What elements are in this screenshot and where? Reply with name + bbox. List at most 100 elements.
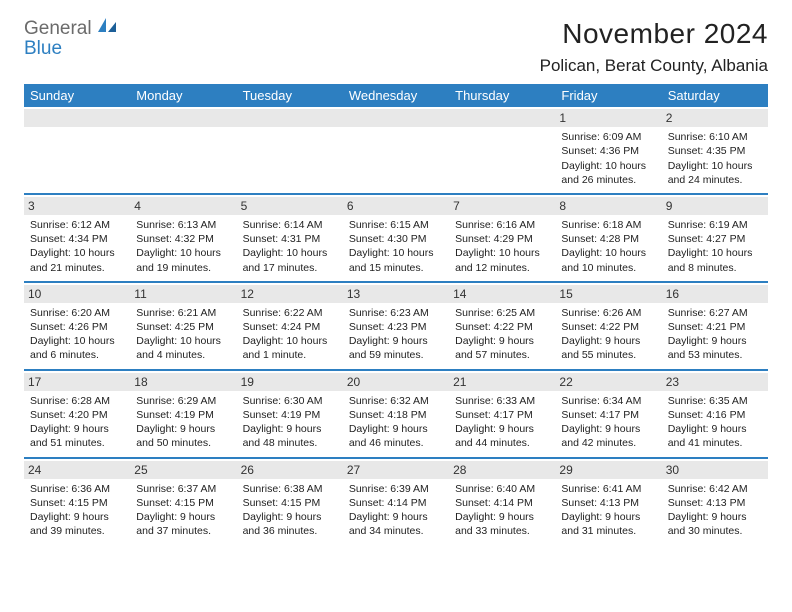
day-number: 6 — [343, 197, 449, 215]
day-number: 3 — [24, 197, 130, 215]
day-cell: 2 Sunrise: 6:10 AMSunset: 4:35 PMDaylight… — [662, 107, 768, 194]
day-cell: 5 Sunrise: 6:14 AMSunset: 4:31 PMDaylight… — [237, 195, 343, 282]
day-details: Sunrise: 6:25 AMSunset: 4:22 PMDaylight:… — [455, 306, 549, 363]
header: General Blue November 2024 Polican, Bera… — [24, 18, 768, 76]
day-number: 23 — [662, 373, 768, 391]
daynum-empty — [343, 109, 449, 127]
day-cell: 13Sunrise: 6:23 AMSunset: 4:23 PMDayligh… — [343, 283, 449, 370]
day-cell: 28Sunrise: 6:40 AMSunset: 4:14 PMDayligh… — [449, 459, 555, 545]
day-number: 9 — [662, 197, 768, 215]
day-details: Sunrise: 6:18 AMSunset: 4:28 PMDaylight:… — [561, 218, 655, 275]
day-number: 18 — [130, 373, 236, 391]
day-cell: 9 Sunrise: 6:19 AMSunset: 4:27 PMDaylight… — [662, 195, 768, 282]
day-details: Sunrise: 6:29 AMSunset: 4:19 PMDaylight:… — [136, 394, 230, 451]
sail-icon — [98, 21, 118, 38]
day-number: 13 — [343, 285, 449, 303]
day-cell: 18 Sunrise: 6:29 AMSunset: 4:19 PMDayligh… — [130, 371, 236, 458]
weekday-header: Thursday — [449, 84, 555, 107]
day-details: Sunrise: 6:21 AMSunset: 4:25 PMDaylight:… — [136, 306, 230, 363]
day-details: Sunrise: 6:41 AMSunset: 4:13 PMDaylight:… — [561, 482, 655, 539]
day-number: 24 — [24, 461, 130, 479]
day-details: Sunrise: 6:14 AMSunset: 4:31 PMDaylight:… — [243, 218, 337, 275]
day-details: Sunrise: 6:12 AMSunset: 4:34 PMDaylight:… — [30, 218, 124, 275]
day-details: Sunrise: 6:28 AMSunset: 4:20 PMDaylight:… — [30, 394, 124, 451]
day-cell — [130, 107, 236, 194]
day-number: 14 — [449, 285, 555, 303]
week-row: 24 Sunrise: 6:36 AMSunset: 4:15 PMDayligh… — [24, 459, 768, 545]
day-number: 30 — [662, 461, 768, 479]
day-details: Sunrise: 6:19 AMSunset: 4:27 PMDaylight:… — [668, 218, 762, 275]
day-details: Sunrise: 6:22 AMSunset: 4:24 PMDaylight:… — [243, 306, 337, 363]
weekday-header-row: Sunday Monday Tuesday Wednesday Thursday… — [24, 84, 768, 107]
week-row: 1 Sunrise: 6:09 AMSunset: 4:36 PMDaylight… — [24, 107, 768, 194]
day-number: 21 — [449, 373, 555, 391]
month-title: November 2024 — [540, 18, 768, 50]
day-cell: 16 Sunrise: 6:27 AMSunset: 4:21 PMDayligh… — [662, 283, 768, 370]
day-cell: 22 Sunrise: 6:34 AMSunset: 4:17 PMDayligh… — [555, 371, 661, 458]
day-details: Sunrise: 6:09 AMSunset: 4:36 PMDaylight:… — [561, 130, 655, 187]
day-number: 10 — [24, 285, 130, 303]
day-number: 5 — [237, 197, 343, 215]
calendar-table: Sunday Monday Tuesday Wednesday Thursday… — [24, 84, 768, 544]
day-number: 4 — [130, 197, 236, 215]
calendar-body: 1 Sunrise: 6:09 AMSunset: 4:36 PMDaylight… — [24, 107, 768, 544]
day-details: Sunrise: 6:16 AMSunset: 4:29 PMDaylight:… — [455, 218, 549, 275]
location: Polican, Berat County, Albania — [540, 56, 768, 76]
day-number: 7 — [449, 197, 555, 215]
day-cell: 26Sunrise: 6:38 AMSunset: 4:15 PMDayligh… — [237, 459, 343, 545]
day-cell: 14 Sunrise: 6:25 AMSunset: 4:22 PMDayligh… — [449, 283, 555, 370]
weekday-header: Friday — [555, 84, 661, 107]
day-cell: 7 Sunrise: 6:16 AMSunset: 4:29 PMDaylight… — [449, 195, 555, 282]
day-details: Sunrise: 6:15 AMSunset: 4:30 PMDaylight:… — [349, 218, 443, 275]
day-cell: 6 Sunrise: 6:15 AMSunset: 4:30 PMDaylight… — [343, 195, 449, 282]
day-cell: 25 Sunrise: 6:37 AMSunset: 4:15 PMDayligh… — [130, 459, 236, 545]
day-number: 26 — [237, 461, 343, 479]
day-number: 2 — [662, 109, 768, 127]
day-number: 17 — [24, 373, 130, 391]
day-cell: 8 Sunrise: 6:18 AMSunset: 4:28 PMDaylight… — [555, 195, 661, 282]
day-details: Sunrise: 6:42 AMSunset: 4:13 PMDaylight:… — [668, 482, 762, 539]
day-cell: 27Sunrise: 6:39 AMSunset: 4:14 PMDayligh… — [343, 459, 449, 545]
day-details: Sunrise: 6:33 AMSunset: 4:17 PMDaylight:… — [455, 394, 549, 451]
week-row: 17 Sunrise: 6:28 AMSunset: 4:20 PMDayligh… — [24, 371, 768, 458]
day-number: 25 — [130, 461, 236, 479]
weekday-header: Monday — [130, 84, 236, 107]
day-details: Sunrise: 6:40 AMSunset: 4:14 PMDaylight:… — [455, 482, 549, 539]
day-cell: 29 Sunrise: 6:41 AMSunset: 4:13 PMDayligh… — [555, 459, 661, 545]
day-details: Sunrise: 6:10 AMSunset: 4:35 PMDaylight:… — [668, 130, 762, 187]
day-cell: 15Sunrise: 6:26 AMSunset: 4:22 PMDayligh… — [555, 283, 661, 370]
weekday-header: Wednesday — [343, 84, 449, 107]
day-number: 1 — [555, 109, 661, 127]
day-details: Sunrise: 6:32 AMSunset: 4:18 PMDaylight:… — [349, 394, 443, 451]
logo-blue: Blue — [24, 38, 118, 60]
day-number: 27 — [343, 461, 449, 479]
day-details: Sunrise: 6:30 AMSunset: 4:19 PMDaylight:… — [243, 394, 337, 451]
day-cell: 20 Sunrise: 6:32 AMSunset: 4:18 PMDayligh… — [343, 371, 449, 458]
day-cell: 21 Sunrise: 6:33 AMSunset: 4:17 PMDayligh… — [449, 371, 555, 458]
daynum-empty — [130, 109, 236, 127]
day-cell: 19Sunrise: 6:30 AMSunset: 4:19 PMDayligh… — [237, 371, 343, 458]
day-cell: 10Sunrise: 6:20 AMSunset: 4:26 PMDayligh… — [24, 283, 130, 370]
week-row: 10Sunrise: 6:20 AMSunset: 4:26 PMDayligh… — [24, 283, 768, 370]
day-number: 8 — [555, 197, 661, 215]
day-number: 12 — [237, 285, 343, 303]
day-number: 22 — [555, 373, 661, 391]
day-cell: 4Sunrise: 6:13 AMSunset: 4:32 PMDaylight… — [130, 195, 236, 282]
day-cell: 1 Sunrise: 6:09 AMSunset: 4:36 PMDaylight… — [555, 107, 661, 194]
weekday-header: Tuesday — [237, 84, 343, 107]
day-details: Sunrise: 6:36 AMSunset: 4:15 PMDaylight:… — [30, 482, 124, 539]
day-cell: 17 Sunrise: 6:28 AMSunset: 4:20 PMDayligh… — [24, 371, 130, 458]
day-number: 29 — [555, 461, 661, 479]
day-cell — [237, 107, 343, 194]
day-number: 16 — [662, 285, 768, 303]
daynum-empty — [24, 109, 130, 127]
calendar-page: General Blue November 2024 Polican, Bera… — [0, 0, 792, 612]
day-number: 15 — [555, 285, 661, 303]
brand-logo: General Blue — [24, 18, 118, 60]
day-details: Sunrise: 6:34 AMSunset: 4:17 PMDaylight:… — [561, 394, 655, 451]
day-details: Sunrise: 6:27 AMSunset: 4:21 PMDaylight:… — [668, 306, 762, 363]
day-cell — [343, 107, 449, 194]
logo-general: General — [24, 18, 92, 39]
day-number: 20 — [343, 373, 449, 391]
day-details: Sunrise: 6:37 AMSunset: 4:15 PMDaylight:… — [136, 482, 230, 539]
